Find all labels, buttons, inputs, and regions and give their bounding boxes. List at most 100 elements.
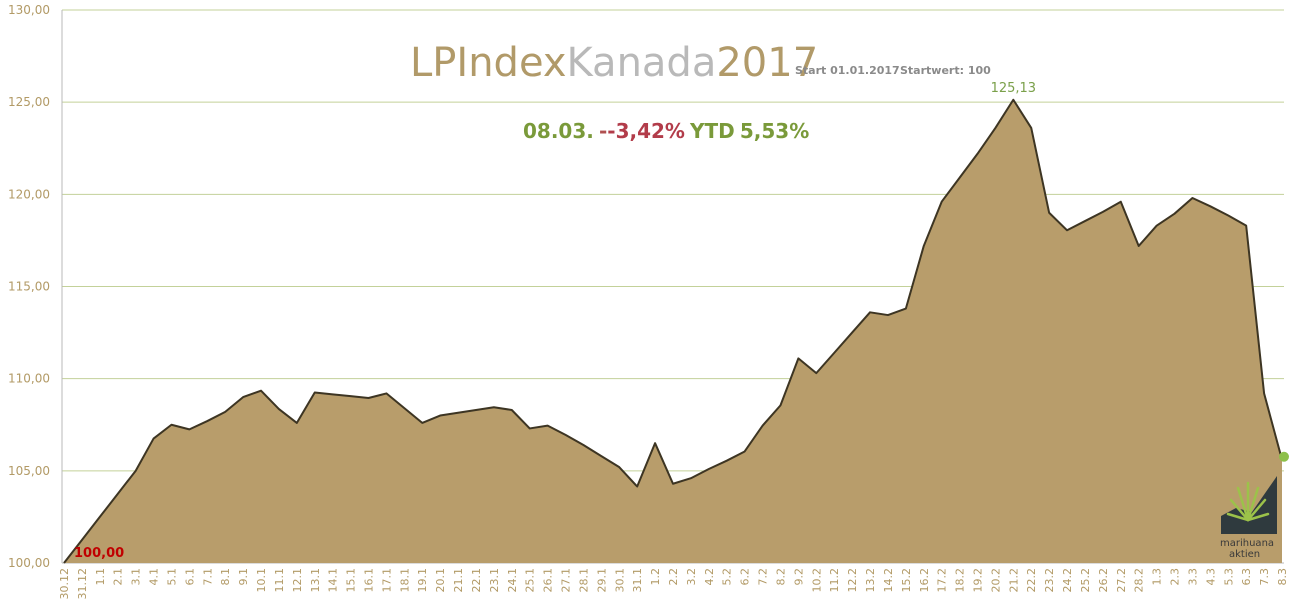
- max-value-label: 125,13: [991, 81, 1037, 96]
- x-axis-tick-labels: 30.12 31.12 1.1 2.1 3.1 4.1 5.1 6.1 7.1 8.1 9.1 10.…: [58, 568, 1289, 600]
- x-tick-label: 26.1: [542, 568, 555, 593]
- x-tick-label: 10.1: [255, 568, 268, 593]
- subtitle-start: Start 01.01.2017: [795, 64, 900, 77]
- logo-dark-shape: [1221, 476, 1277, 534]
- x-tick-label: 3.2: [685, 568, 698, 586]
- start-value-label: 100,00: [74, 546, 124, 561]
- subtitle-startwert: Startwert: 100: [900, 64, 991, 77]
- x-tick-label: 10.2: [810, 568, 823, 593]
- y-tick-label: 115,00: [8, 280, 50, 294]
- x-tick-label: 19.2: [972, 568, 985, 593]
- annotation-ytd-value: 5,53%: [740, 119, 809, 143]
- x-tick-label: 19.1: [416, 568, 429, 593]
- x-tick-label: 21.2: [1007, 568, 1020, 593]
- x-tick-label: 23.2: [1043, 568, 1056, 593]
- x-tick-label: 16.1: [363, 568, 376, 593]
- x-tick-label: 17.1: [380, 568, 393, 593]
- x-tick-label: 26.2: [1097, 568, 1110, 593]
- x-tick-label: 15.2: [900, 568, 913, 593]
- x-tick-label: 5.2: [721, 568, 734, 586]
- x-tick-label: 6.3: [1240, 568, 1253, 586]
- x-tick-label: 3.3: [1186, 568, 1199, 586]
- x-tick-label: 31.1: [631, 568, 644, 593]
- x-tick-label: 11.2: [828, 568, 841, 593]
- y-tick-label: 130,00: [8, 3, 50, 17]
- annotation-ytd-label: YTD: [689, 119, 735, 143]
- y-axis-tick-labels: 100,00 105,00 110,00 115,00 120,00 125,00 130,…: [8, 3, 50, 570]
- x-tick-label: 23.1: [488, 568, 501, 593]
- x-tick-label: 17.2: [936, 568, 949, 593]
- x-tick-label: 25.2: [1079, 568, 1092, 593]
- x-tick-label: 13.2: [864, 568, 877, 593]
- x-tick-label: 24.1: [506, 568, 519, 593]
- x-tick-label: 25.1: [524, 568, 537, 593]
- annotation-separator: -: [599, 119, 607, 143]
- x-tick-label: 5.3: [1222, 568, 1235, 586]
- x-tick-label: 15.1: [345, 568, 358, 593]
- x-tick-label: 2.1: [112, 568, 125, 586]
- x-tick-label: 6.2: [739, 568, 752, 586]
- y-tick-label: 105,00: [8, 464, 50, 478]
- x-tick-label: 2.3: [1169, 568, 1182, 586]
- x-tick-label: 4.2: [703, 568, 716, 586]
- x-tick-label: 2.2: [667, 568, 680, 586]
- annotation-change: -3,42%: [607, 119, 685, 143]
- logo-text-aktien: aktien: [1229, 549, 1260, 560]
- x-tick-label: 9.2: [792, 568, 805, 586]
- x-tick-label: 22.1: [470, 568, 483, 593]
- y-tick-label: 100,00: [8, 556, 50, 570]
- x-tick-label: 9.1: [237, 568, 250, 586]
- last-value-marker: [1279, 451, 1289, 462]
- chart-title: LPIndexKanada2017: [410, 40, 818, 86]
- x-tick-label: 30.1: [613, 568, 626, 593]
- x-tick-label: 12.2: [846, 568, 859, 593]
- x-tick-label: 20.2: [989, 568, 1002, 593]
- x-tick-label: 3.1: [130, 568, 143, 586]
- title-part-kanada: Kanada: [567, 40, 717, 86]
- x-tick-label: 28.1: [577, 568, 590, 593]
- x-tick-label: 12.1: [291, 568, 304, 593]
- series-line: [63, 98, 1283, 564]
- x-tick-label: 1.2: [649, 568, 662, 586]
- x-tick-label: 4.3: [1204, 568, 1217, 586]
- x-tick-label: 1.1: [94, 568, 107, 586]
- x-tick-label: 7.3: [1258, 568, 1271, 586]
- x-tick-label: 8.1: [219, 568, 232, 586]
- x-tick-label: 22.2: [1025, 568, 1038, 593]
- x-tick-label: 30.12: [58, 568, 71, 600]
- x-tick-label: 28.2: [1133, 568, 1146, 593]
- x-tick-label: 7.1: [201, 568, 214, 586]
- x-tick-label: 16.2: [918, 568, 931, 593]
- x-tick-label: 31.12: [76, 568, 89, 600]
- marihuana-aktien-logo: marihuana aktien: [1220, 476, 1277, 560]
- x-tick-label: 27.1: [560, 568, 573, 593]
- logo-text-marihuana: marihuana: [1220, 538, 1274, 549]
- y-tick-label: 110,00: [8, 372, 50, 386]
- x-tick-label: 8.2: [774, 568, 787, 586]
- x-tick-label: 8.3: [1276, 568, 1289, 586]
- area-series: [64, 99, 1282, 564]
- title-part-year: 2017: [716, 40, 818, 86]
- leaf-icon: [1226, 481, 1270, 522]
- x-tick-label: 13.1: [309, 568, 322, 593]
- x-tick-label: 18.2: [954, 568, 967, 593]
- x-tick-label: 20.1: [434, 568, 447, 593]
- x-tick-label: 11.1: [273, 568, 286, 593]
- x-tick-label: 18.1: [398, 568, 411, 593]
- x-tick-label: 14.2: [882, 568, 895, 593]
- x-tick-label: 14.1: [327, 568, 340, 593]
- x-tick-label: 6.1: [183, 568, 196, 586]
- x-tick-label: 29.1: [595, 568, 608, 593]
- y-tick-label: 125,00: [8, 95, 50, 109]
- x-tick-label: 4.1: [148, 568, 161, 586]
- annotation-date: 08.03.: [523, 119, 594, 143]
- daily-change-annotation: 08.03. --3,42% YTD 5,53%: [523, 119, 809, 143]
- x-tick-label: 1.3: [1151, 568, 1164, 586]
- x-tick-label: 21.1: [452, 568, 465, 593]
- title-part-lpindex: LPIndex: [410, 40, 567, 86]
- x-tick-label: 27.2: [1115, 568, 1128, 593]
- x-tick-label: 24.2: [1061, 568, 1074, 593]
- x-tick-label: 5.1: [165, 568, 178, 586]
- x-tick-label: 7.2: [757, 568, 770, 586]
